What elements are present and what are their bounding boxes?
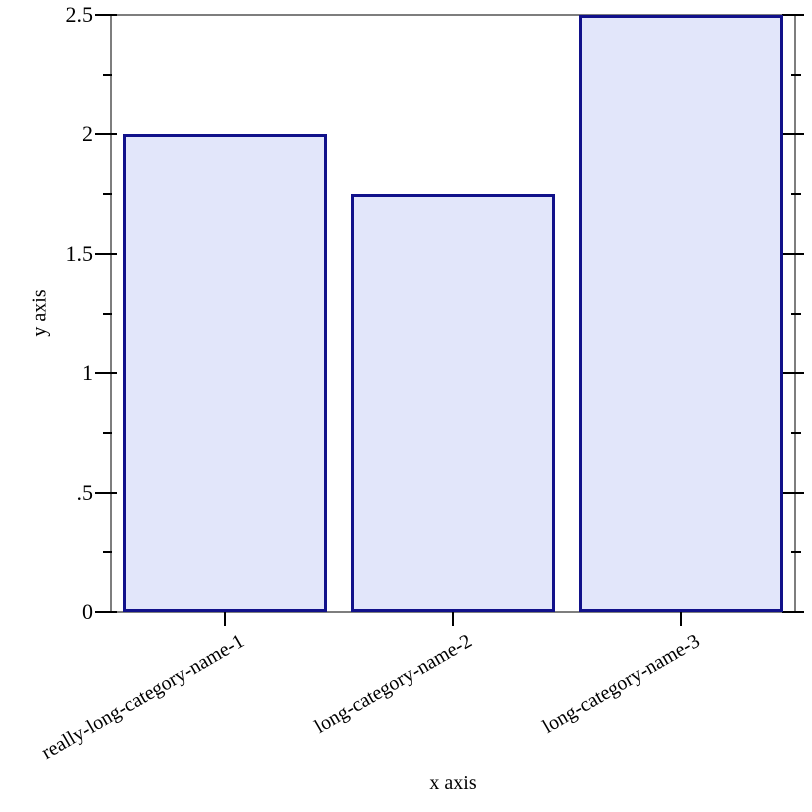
y-axis-major-tick xyxy=(95,252,117,255)
y-axis-major-tick xyxy=(95,611,117,613)
y-tick-label: 2.5 xyxy=(65,2,94,27)
x-axis-tick xyxy=(224,612,226,626)
y-tick-label: 0 xyxy=(82,599,93,624)
y-axis-right-minor-tick xyxy=(791,73,801,76)
y-axis-major-tick xyxy=(95,372,117,375)
y-axis-minor-tick xyxy=(103,73,112,76)
y-axis-right-major-tick xyxy=(782,372,804,375)
y-axis-minor-tick xyxy=(103,551,112,554)
y-axis-right-minor-tick xyxy=(791,551,801,554)
x-axis-tick xyxy=(680,612,682,626)
y-axis-minor-tick xyxy=(103,431,112,434)
y-tick-label: 2 xyxy=(82,121,93,147)
y-axis-minor-tick xyxy=(103,312,112,315)
y-axis-right-minor-tick xyxy=(791,431,801,434)
y-axis-right-major-tick xyxy=(782,491,804,494)
x-category-label: really-long-category-name-1 xyxy=(37,630,249,764)
x-axis-tick xyxy=(452,612,454,626)
bar xyxy=(579,15,783,612)
y-axis-major-tick xyxy=(95,133,117,136)
y-tick-label: 1.5 xyxy=(65,240,94,266)
y-axis-right-major-tick xyxy=(782,611,804,613)
y-axis-minor-tick xyxy=(103,193,112,196)
y-axis-right-major-tick xyxy=(782,14,804,16)
y-tick-label: 1 xyxy=(82,360,93,386)
y-axis-major-tick xyxy=(95,491,117,494)
y-axis-major-tick xyxy=(95,14,117,16)
y-axis-title: y axis xyxy=(28,289,51,337)
y-tick-label: .5 xyxy=(76,479,94,505)
x-category-label: long-category-name-2 xyxy=(311,630,476,738)
y-axis-right-minor-tick xyxy=(791,312,801,315)
y-axis-right-major-tick xyxy=(782,133,804,136)
x-axis-title: x axis xyxy=(429,772,477,794)
y-axis-right-major-tick xyxy=(782,252,804,255)
y-axis-right-minor-tick xyxy=(791,193,801,196)
bar xyxy=(351,194,555,612)
bar xyxy=(123,134,327,612)
x-category-label: long-category-name-3 xyxy=(539,630,704,738)
